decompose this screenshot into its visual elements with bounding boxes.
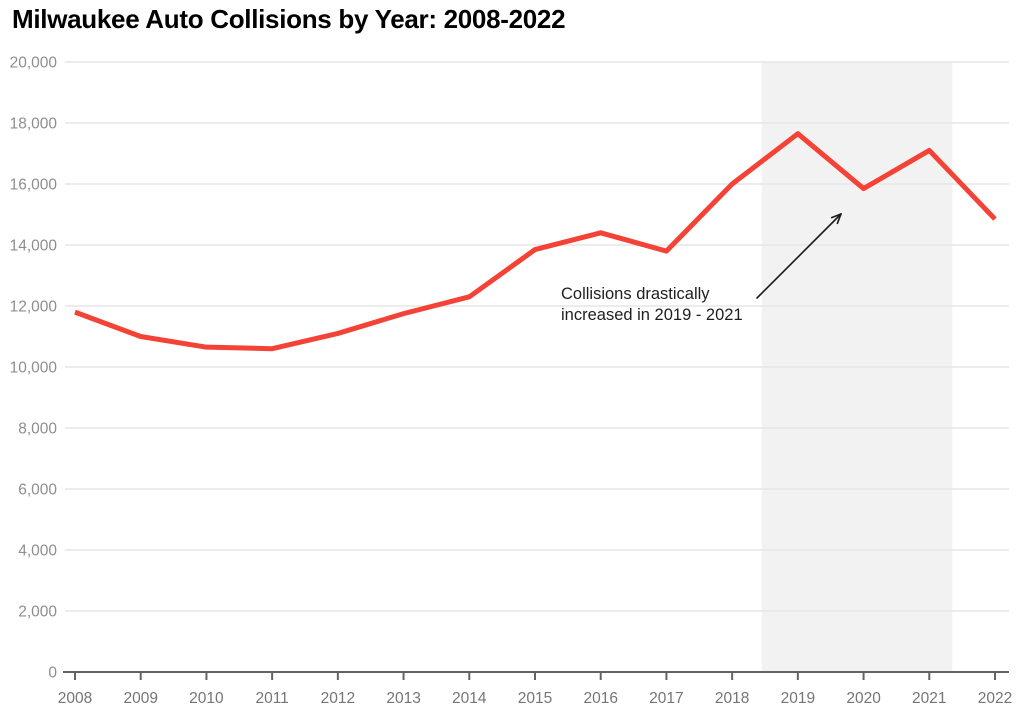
x-axis-tick-label: 2018 [715, 690, 749, 707]
x-axis-tick-label: 2020 [846, 690, 881, 707]
x-axis-tick-label: 2014 [452, 690, 487, 707]
chart-title: Milwaukee Auto Collisions by Year: 2008-… [12, 4, 566, 34]
y-axis-tick-label: 2,000 [18, 604, 57, 621]
series-line [74, 131, 997, 352]
y-axis-tick-label: 14,000 [10, 238, 58, 255]
x-axis-tick-label: 2011 [255, 690, 288, 707]
annotation-arrow [756, 213, 842, 299]
y-axis-tick-label: 8,000 [18, 421, 57, 438]
x-axis-tick-label: 2019 [781, 690, 815, 707]
y-axis-tick-label: 20,000 [10, 55, 58, 72]
y-axis-tick-label: 12,000 [10, 299, 58, 316]
x-axis-tick-label: 2012 [321, 690, 355, 707]
gridlines [65, 61, 1009, 612]
annotation-arrow-head [836, 213, 842, 225]
x-axis-tick-label: 2010 [189, 690, 224, 707]
y-axis-tick-label: 0 [48, 665, 57, 682]
x-axis-ticks [74, 672, 996, 680]
x-axis-tick-label: 2013 [386, 690, 420, 707]
x-axis-labels: 2008 2009 2010 2011 2012 2013 2014 2015 2016 2017… [58, 690, 1012, 707]
x-axis-tick-label: 2015 [518, 690, 552, 707]
y-axis-tick-label: 16,000 [10, 177, 58, 194]
annotation-line-1: Collisions drastically [561, 285, 710, 303]
annotation-arrow-shaft [756, 213, 842, 299]
annotation-line-2: increased in 2019 - 2021 [561, 305, 743, 324]
y-axis-tick-label: 18,000 [10, 116, 58, 133]
x-axis-tick-label: 2017 [649, 690, 683, 707]
x-axis-tick-label: 2022 [978, 690, 1012, 707]
x-axis-tick-label: 2016 [583, 690, 617, 707]
y-axis-tick-label: 4,000 [18, 543, 57, 560]
annotation-arrow-head [830, 213, 842, 219]
y-axis-labels: 0 2,000 4,000 6,000 8,000 10,000 12,000 14,000 1… [10, 55, 58, 682]
annotation-label: Collisions drastically increased in 2019… [561, 284, 743, 325]
y-axis-tick-label: 10,000 [10, 360, 58, 377]
x-axis-tick-label: 2008 [58, 690, 92, 707]
x-axis-tick-label: 2009 [123, 690, 157, 707]
x-axis-tick-label: 2021 [912, 690, 946, 707]
y-axis-tick-label: 6,000 [18, 482, 57, 499]
